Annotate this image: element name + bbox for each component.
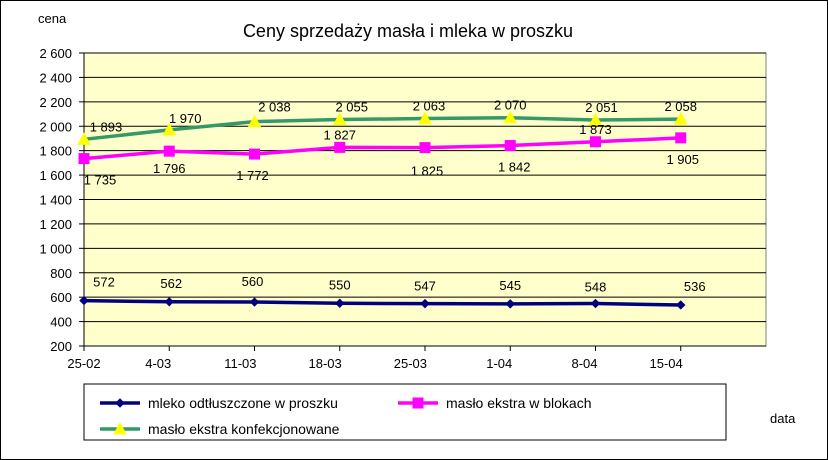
y-tick-labels: 200 400 600 800 1 000 1 200 1 400 1 600 1 800 2 0… (39, 46, 72, 354)
data-label: 1 873 (579, 122, 612, 137)
x-tick-label: 25-03 (394, 356, 427, 371)
legend-items: mleko odtłuszczone w proszku masło ekstra… (100, 395, 592, 437)
data-label: 2 070 (494, 98, 527, 113)
data-label: 1 893 (90, 119, 123, 134)
legend-label: masło ekstra konfekcjonowane (148, 421, 340, 437)
data-label: 547 (414, 279, 436, 294)
data-label: 545 (499, 278, 521, 293)
legend: mleko odtłuszczone w proszku masło ekstra… (83, 383, 727, 441)
data-point (249, 148, 260, 160)
y-tick-label: 1 800 (39, 144, 72, 159)
data-label: 1 827 (323, 127, 356, 142)
data-label: 548 (585, 280, 607, 295)
data-point (420, 298, 430, 309)
legend-label: masło ekstra w blokach (446, 395, 592, 411)
data-point (590, 136, 601, 148)
data-point (78, 153, 90, 165)
data-label: 1 796 (153, 161, 186, 176)
data-point (588, 112, 603, 126)
y-axis-label: cena (38, 11, 67, 26)
y-tick-label: 2 400 (39, 70, 72, 85)
data-label: 2 051 (585, 100, 618, 115)
legend-box (83, 383, 727, 441)
data-point (335, 298, 345, 308)
data-point (249, 297, 260, 307)
data-point (675, 132, 687, 144)
data-label: 1 735 (84, 173, 117, 188)
data-point (247, 114, 262, 128)
data-point (164, 297, 174, 307)
data-label: 572 (93, 275, 115, 290)
series-line (83, 298, 681, 307)
x-tick-label: 15-04 (650, 356, 683, 371)
legend-marker (412, 397, 424, 409)
x-tick-label: 8-04 (571, 356, 597, 371)
data-point (673, 112, 688, 125)
data-point (418, 111, 432, 125)
data-label: 1 842 (498, 160, 531, 175)
data-point (79, 295, 89, 306)
data-point (163, 145, 175, 157)
y-tick-label: 200 (50, 339, 72, 354)
gridlines (79, 52, 766, 347)
x-tick-label: 25-02 (67, 356, 100, 371)
data-point (334, 141, 346, 153)
data-point (504, 140, 516, 152)
y-tick-label: 1 600 (39, 168, 72, 183)
data-label: 2 038 (258, 100, 291, 115)
x-tick-label: 18-03 (309, 356, 342, 371)
data-label: 1 772 (236, 168, 269, 183)
data-point (77, 132, 91, 145)
data-point (419, 142, 431, 154)
legend-marker (113, 421, 127, 435)
data-point (503, 110, 518, 124)
legend-marker (115, 398, 125, 408)
chart-title: Ceny sprzedaży masła i mleka w proszku (243, 21, 573, 41)
x-tick-label: 1-04 (486, 356, 512, 371)
data-label: 2 058 (664, 99, 697, 114)
series-line (83, 136, 681, 161)
data-point (162, 122, 177, 136)
data-label: 562 (160, 276, 182, 291)
data-label: 550 (329, 277, 351, 292)
series-line (83, 115, 681, 142)
data-point (676, 300, 686, 310)
y-tick-label: 1 200 (39, 217, 72, 232)
data-label: 2 063 (413, 99, 446, 114)
series-group (77, 110, 688, 310)
y-tick-label: 2 600 (39, 46, 72, 61)
y-tick-label: 1 400 (39, 193, 72, 208)
data-label: 1 905 (666, 152, 699, 167)
data-label: 560 (242, 274, 264, 289)
y-tick-label: 1 000 (39, 241, 72, 256)
x-axis-label: data (770, 411, 796, 426)
y-tick-label: 800 (50, 266, 72, 281)
x-tick-labels: 25-02 4-03 11-03 18-03 25-03 1-04 8-04 15-04 (67, 356, 682, 371)
data-label: 1 825 (411, 164, 444, 179)
data-label: 1 970 (169, 111, 202, 126)
y-tick-label: 600 (50, 290, 72, 305)
legend-label: mleko odtłuszczone w proszku (148, 395, 338, 411)
data-label: 536 (684, 279, 706, 294)
y-tick-label: 400 (50, 315, 72, 330)
data-labels: 572 562 560 550 547 545 548 536 1 735 1 796 1 772 1… (84, 98, 706, 295)
data-point (332, 112, 347, 126)
data-point (590, 298, 601, 309)
data-label: 2 055 (335, 100, 368, 115)
data-point (505, 299, 515, 309)
y-tick-label: 2 000 (39, 119, 72, 134)
y-tick-label: 2 200 (39, 95, 72, 110)
x-tick-label: 11-03 (224, 356, 256, 371)
x-tick-label: 4-03 (145, 356, 171, 371)
